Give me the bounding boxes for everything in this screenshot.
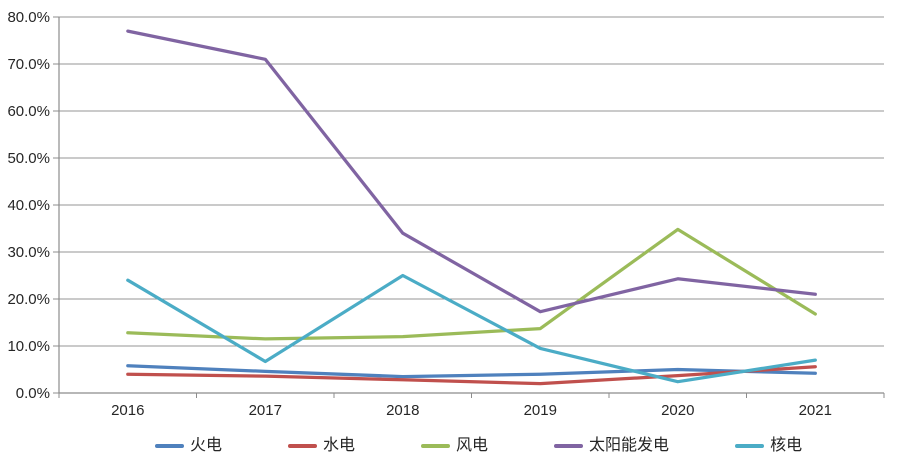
y-axis-label: 0.0%	[16, 385, 50, 402]
x-axis-label: 2016	[111, 402, 144, 419]
legend-item-火电: 火电	[155, 438, 222, 454]
x-axis-label: 2019	[524, 402, 557, 419]
legend-label: 太阳能发电	[589, 437, 670, 454]
y-axis-label: 60.0%	[7, 103, 50, 120]
legend-label: 风电	[456, 437, 489, 454]
legend-label: 核电	[770, 437, 803, 454]
x-axis-label: 2017	[249, 402, 282, 419]
legend-line-swatch-icon	[554, 444, 584, 448]
legend-line-swatch-icon	[288, 444, 318, 448]
y-axis-label: 40.0%	[7, 197, 50, 214]
y-axis-label: 50.0%	[7, 150, 50, 167]
y-axis-label: 20.0%	[7, 291, 50, 308]
series-line-水电	[126, 365, 817, 386]
series-line-核电	[126, 273, 817, 384]
y-axis-label: 70.0%	[7, 56, 50, 73]
x-axis-label: 2020	[661, 402, 694, 419]
y-axis-label: 10.0%	[7, 338, 50, 355]
legend-item-核电: 核电	[735, 438, 802, 454]
legend-item-风电: 风电	[421, 438, 488, 454]
x-axis-label: 2018	[386, 402, 419, 419]
chart-legend: 火电 水电 风电 太阳能发电 核电	[155, 438, 802, 454]
legend-line-swatch-icon	[155, 444, 184, 448]
legend-label: 火电	[190, 437, 223, 454]
y-axis-label: 30.0%	[7, 244, 50, 261]
plot-area: 0.0% 10.0% 20.0% 30.0% 40.0% 50.0% 60.0% 70.0% 8…	[7, 9, 885, 419]
series-line-风电	[126, 227, 817, 341]
legend-label: 水电	[323, 437, 356, 454]
y-axis-label: 80.0%	[7, 9, 50, 26]
series-line-火电	[126, 364, 817, 379]
legend-line-swatch-icon	[421, 444, 451, 448]
legend-item-太阳能发电: 太阳能发电	[554, 438, 669, 454]
legend-item-水电: 水电	[288, 438, 355, 454]
x-axis-label: 2021	[799, 402, 832, 419]
legend-line-swatch-icon	[735, 444, 765, 448]
series-line-太阳能发电	[126, 29, 817, 314]
